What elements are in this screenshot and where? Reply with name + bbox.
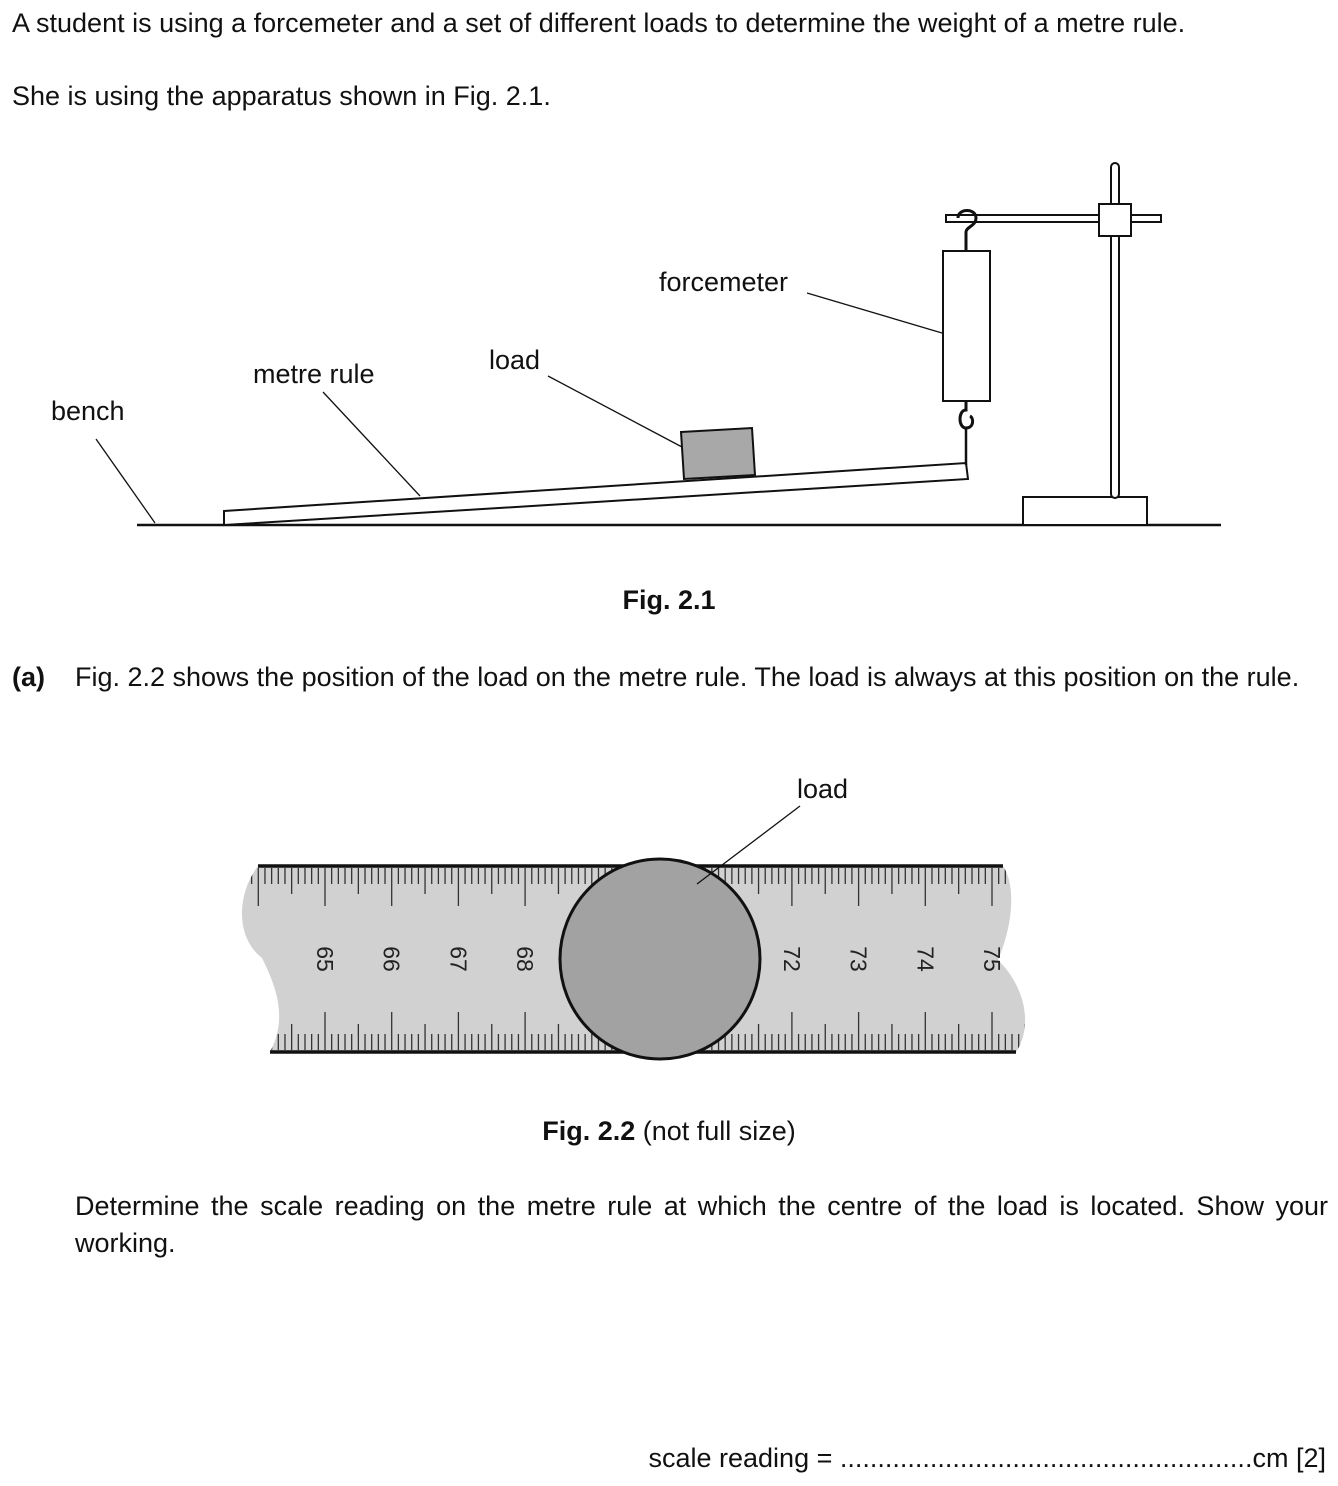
answer-marks: [2] xyxy=(1295,1443,1326,1473)
bench-leader xyxy=(95,438,156,524)
load-circle xyxy=(558,857,762,1061)
label-metre-rule: metre rule xyxy=(253,359,375,389)
ruler-numbers: 65 66 67 68 72 73 74 75 xyxy=(312,946,1005,972)
load-leader xyxy=(547,375,683,448)
part-a-label: (a) xyxy=(12,662,45,692)
intro-line-1: A student is using a forcemeter and a se… xyxy=(12,8,1186,38)
ruler-number: 74 xyxy=(912,946,938,972)
answer-label: scale reading = xyxy=(648,1443,840,1473)
fig-2-2-caption-rest: (not full size) xyxy=(635,1116,796,1146)
ruler-number: 72 xyxy=(779,946,805,972)
forcemeter-leader xyxy=(806,292,943,334)
part-a-text: Fig. 2.2 shows the position of the load … xyxy=(75,662,1300,692)
stand-rod xyxy=(1110,162,1120,499)
bottom-hook xyxy=(958,401,975,430)
metre-rule-leader xyxy=(322,391,421,497)
fig-2-2-caption-bold: Fig. 2.2 xyxy=(542,1116,636,1146)
stand-base xyxy=(1022,496,1148,526)
boss-clamp xyxy=(1098,203,1132,237)
top-hook xyxy=(956,209,978,251)
fig2-load-leader xyxy=(696,805,801,885)
answer-line: scale reading = ........................… xyxy=(648,1440,1326,1477)
clamp-arm xyxy=(945,214,1162,223)
answer-dots: ........................................… xyxy=(839,1443,1253,1473)
label-forcemeter: forcemeter xyxy=(659,267,788,297)
ruler-number: 75 xyxy=(979,946,1005,972)
ruler-number: 73 xyxy=(846,946,872,972)
ruler-number: 68 xyxy=(512,946,538,972)
ruler-number: 66 xyxy=(379,946,405,972)
fig2-label-load: load xyxy=(797,774,848,804)
fig-2-2-caption: Fig. 2.2 (not full size) xyxy=(0,1116,1338,1147)
label-bench: bench xyxy=(51,396,125,426)
load-block xyxy=(679,426,757,481)
ruler-number: 65 xyxy=(312,946,338,972)
fig-2-1-caption: Fig. 2.1 xyxy=(622,585,716,615)
label-load: load xyxy=(489,345,540,375)
metre-rule xyxy=(223,461,970,527)
fig-2-1-diagram: forcemeter load metre rule bench xyxy=(51,162,1221,527)
ruler-number: 67 xyxy=(445,946,471,972)
intro-line-2: She is using the apparatus shown in Fig.… xyxy=(12,81,551,111)
question-text: Determine the scale reading on the metre… xyxy=(75,1191,1328,1258)
answer-unit: cm xyxy=(1252,1443,1289,1473)
